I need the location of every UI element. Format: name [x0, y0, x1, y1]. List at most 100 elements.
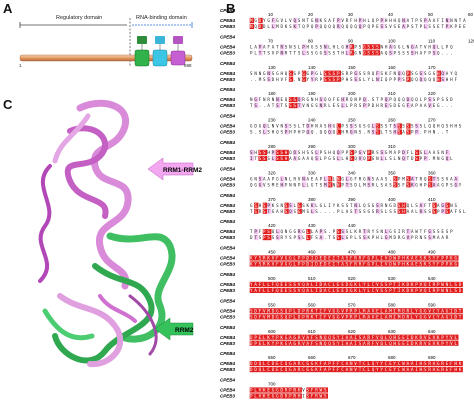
residue: S: [294, 282, 297, 287]
domain-map-panel: Regulatory domain RNA-binding domain 1 6…: [0, 0, 200, 90]
residue: D: [280, 388, 283, 393]
residue: A: [289, 156, 292, 161]
conserved-cell: [332, 261, 337, 267]
conserved-cell: [380, 334, 385, 340]
block-species-label: CPEB4: [220, 325, 236, 330]
residue: K: [267, 262, 270, 267]
residue: D: [402, 150, 405, 155]
conserved-cell: [441, 361, 446, 367]
residue: .: [250, 77, 253, 82]
conserved-cell: [293, 103, 298, 109]
residue: G: [446, 308, 449, 313]
residue: G: [333, 308, 336, 313]
residue: H: [450, 124, 453, 129]
residue: P: [441, 335, 444, 340]
conserved-cell: [388, 361, 394, 367]
residue: S: [446, 229, 449, 234]
residue: V: [328, 308, 331, 313]
conserved-cell: [306, 314, 311, 320]
residue: S: [446, 209, 449, 214]
conserved-cell: [432, 334, 437, 340]
conserved-cell: [319, 334, 324, 340]
residue: S: [324, 71, 327, 76]
residue: H: [285, 150, 288, 155]
conserved-cell: [314, 261, 320, 267]
residue: K: [411, 288, 414, 293]
residue: H: [376, 103, 379, 108]
similar-cell: [262, 129, 268, 135]
residue: Q: [320, 130, 323, 135]
conserved-cell: [284, 334, 289, 340]
sequence-name: CPEB3: [220, 77, 236, 82]
conserved-cell: [415, 155, 420, 161]
conserved-cell: [328, 308, 333, 314]
residue: V: [272, 50, 275, 55]
residue: D: [280, 24, 283, 29]
conserved-cell: [310, 334, 315, 340]
residue: N: [267, 71, 270, 76]
conserved-cell: [271, 308, 276, 314]
residue: Q: [454, 71, 457, 76]
residue: E: [446, 367, 449, 372]
residue: D: [402, 314, 405, 319]
residue: T: [385, 130, 388, 135]
conserved-cell: [288, 334, 294, 340]
residue: A: [376, 176, 379, 181]
conserved-cell: [323, 367, 328, 373]
residue: A: [441, 235, 444, 240]
position-number: 160: [388, 65, 396, 70]
residue: S: [294, 44, 297, 49]
sequence-name: CPEB3: [220, 367, 236, 372]
conserved-cell: [384, 314, 389, 320]
conserved-cell: [262, 361, 268, 367]
conserved-cell: [428, 334, 433, 340]
residue: Q: [302, 24, 305, 29]
conserved-cell: [445, 367, 450, 373]
residue: F: [350, 18, 353, 23]
residue: F: [285, 77, 288, 82]
residue: E: [446, 361, 449, 366]
residue: A: [341, 256, 344, 261]
similar-cell: [423, 17, 429, 23]
conserved-cell: [380, 361, 385, 367]
conserved-cell: [371, 287, 376, 293]
conserved-cell: [354, 308, 359, 314]
residue: R: [346, 71, 349, 76]
residue: N: [311, 97, 314, 102]
residue: D: [324, 262, 327, 267]
position-number: 30: [348, 12, 354, 17]
conserved-cell: [410, 261, 415, 267]
conserved-cell: [288, 387, 294, 393]
conserved-cell: [301, 70, 307, 76]
residue: K: [415, 335, 418, 340]
residue: S: [263, 209, 266, 214]
residue: G: [398, 44, 401, 49]
conserved-cell: [280, 361, 285, 367]
residue: P: [441, 209, 444, 214]
conserved-cell: [380, 308, 385, 314]
conserved-cell: [358, 334, 363, 340]
conserved-cell: [362, 261, 368, 267]
residue: A: [381, 176, 384, 181]
conserved-cell: [332, 340, 337, 346]
residue: E: [276, 182, 279, 187]
residue: Y: [446, 341, 449, 346]
residue: Q: [389, 335, 392, 340]
residue: D: [407, 97, 410, 102]
residue: H: [420, 361, 423, 366]
block-species-label: CPEB4: [220, 219, 236, 224]
conserved-cell: [401, 202, 407, 208]
residue: A: [437, 203, 440, 208]
panel-c-letter: C: [3, 97, 13, 112]
residue: Y: [376, 367, 379, 372]
residue: D: [250, 367, 253, 372]
residue: N: [381, 229, 384, 234]
residue: I: [394, 314, 397, 319]
residue: C: [433, 314, 436, 319]
residue: T: [250, 229, 253, 234]
residue: A: [307, 335, 310, 340]
conserved-cell: [380, 314, 385, 320]
residue: Q: [254, 24, 257, 29]
similar-cell: [345, 176, 350, 182]
